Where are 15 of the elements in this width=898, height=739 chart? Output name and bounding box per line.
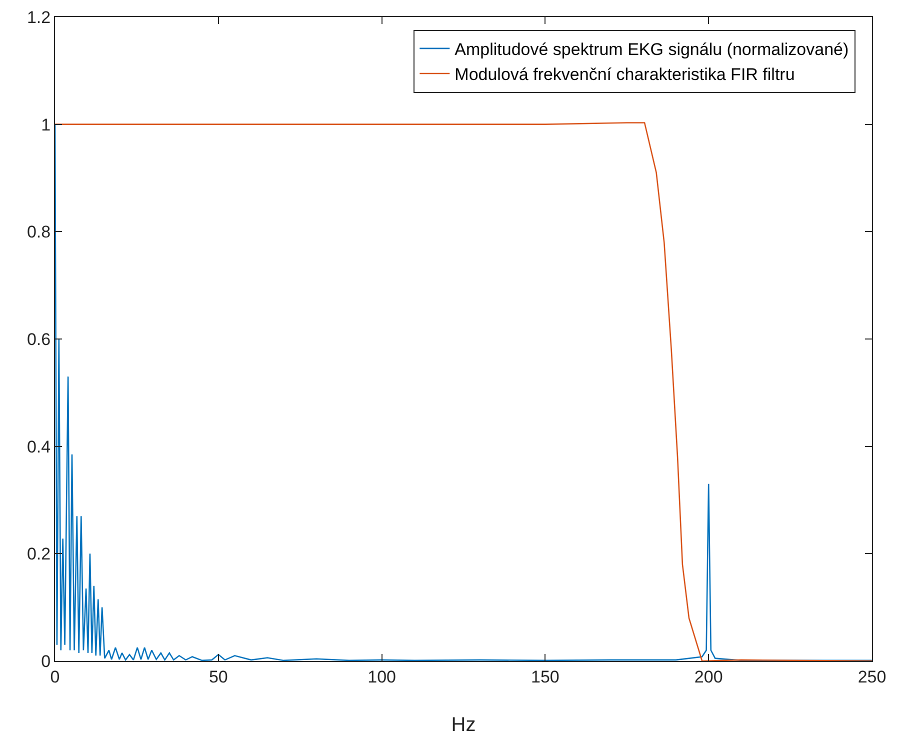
y-tick-label: 0.2 [26, 544, 51, 564]
x-tick-label: 200 [694, 667, 723, 686]
x-tick-label: 150 [531, 667, 560, 686]
y-tick-label: 1.2 [26, 8, 51, 27]
y-tick-label: 0.8 [26, 222, 51, 242]
y-tick-label: 0.4 [26, 437, 51, 456]
x-tick-label: 250 [858, 667, 886, 686]
y-tick-label: 0 [41, 652, 51, 671]
legend-label: Amplitudové spektrum EKG signálu (normalizované) [454, 40, 849, 60]
x-tick-label: 50 [208, 667, 228, 686]
x-tick-label: 100 [368, 667, 396, 686]
y-tick-label: 1 [41, 115, 51, 134]
legend-label: Modulová frekvenční charakteristika FIR filtru [454, 65, 795, 84]
y-tick-label: 0.6 [26, 330, 51, 349]
x-axis-title: Hz [451, 714, 476, 736]
